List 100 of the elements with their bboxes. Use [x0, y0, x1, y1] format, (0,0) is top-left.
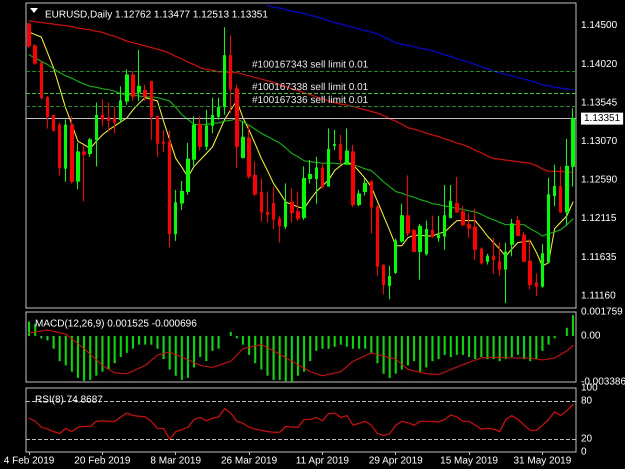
candlestick — [253, 161, 257, 196]
candlestick — [113, 106, 116, 134]
candlestick — [235, 84, 239, 169]
bar — [358, 336, 360, 349]
bar — [431, 336, 434, 362]
bar — [266, 336, 268, 376]
candlestick — [284, 182, 287, 230]
bar — [138, 336, 140, 345]
bar — [486, 336, 488, 360]
text: MACD(12,26,9) 0.001525 -0.000696 — [35, 318, 198, 330]
bar — [364, 336, 366, 349]
y-tick-label: 1.14500 — [581, 20, 618, 32]
bar — [120, 336, 122, 358]
candlestick — [437, 215, 440, 242]
bar — [132, 336, 134, 349]
line-series — [28, 32, 574, 266]
bar — [406, 336, 409, 366]
candlestick — [321, 162, 324, 189]
bar — [468, 336, 470, 358]
candlestick — [76, 142, 80, 190]
bar — [376, 336, 378, 364]
candlestick — [150, 80, 153, 140]
candlestick — [388, 265, 391, 300]
bar — [211, 336, 214, 351]
candlestick — [473, 208, 477, 260]
candlestick — [58, 122, 61, 176]
candlestick — [143, 84, 147, 102]
candlestick — [260, 178, 263, 222]
y-tick-label: 0 — [581, 446, 587, 458]
candlestick — [467, 212, 471, 238]
candlestick — [565, 138, 569, 226]
y-tick-label: 100 — [581, 382, 598, 394]
bar — [272, 336, 274, 380]
bar — [352, 336, 354, 349]
x-tick-label: 26 Mar 2019 — [220, 456, 278, 466]
candlestick — [46, 96, 49, 129]
bar — [535, 336, 538, 360]
candlestick — [541, 244, 544, 288]
bar — [456, 336, 458, 355]
bar — [425, 336, 428, 368]
candlestick — [486, 253, 489, 265]
candlestick — [449, 184, 452, 219]
bar — [284, 336, 287, 382]
candlestick — [162, 130, 165, 152]
candlestick — [339, 134, 342, 166]
bar — [370, 336, 372, 353]
candlestick — [88, 138, 92, 158]
bar — [419, 336, 422, 372]
candlestick — [492, 237, 495, 275]
bar — [89, 336, 92, 380]
bar — [334, 336, 336, 347]
candlestick — [308, 159, 312, 184]
bar — [58, 336, 61, 362]
candlestick — [247, 124, 251, 180]
text: EURUSD,Daily 1.12762 1.13477 1.12513 1.13351 — [45, 10, 268, 20]
candlestick — [82, 144, 86, 202]
bar — [180, 336, 183, 380]
x-tick-label: 20 Feb 2019 — [74, 456, 131, 466]
bar — [548, 336, 550, 345]
bar — [474, 336, 476, 360]
bar — [242, 336, 244, 345]
candlestick — [290, 188, 294, 223]
candlestick — [315, 156, 318, 204]
candlestick — [241, 120, 245, 159]
bar — [492, 336, 494, 360]
candlestick — [70, 116, 74, 184]
candlestick — [296, 191, 300, 222]
y-tick-label: 0.00 — [581, 330, 601, 342]
candlestick — [370, 180, 373, 234]
candlestick — [431, 215, 434, 238]
candlestick — [95, 102, 98, 167]
bar — [46, 336, 48, 340]
x-tick-label: 11 Apr 2019 — [296, 456, 350, 466]
candlestick — [376, 204, 379, 276]
bar — [64, 336, 67, 366]
y-tick-label: 1.12115 — [581, 213, 617, 224]
bar — [199, 336, 202, 358]
y-tick-label: 1.12590 — [581, 174, 618, 186]
bar — [438, 336, 440, 360]
candlestick — [302, 166, 306, 220]
candlestick — [400, 203, 404, 243]
candlestick — [52, 114, 55, 132]
candlestick — [211, 97, 214, 134]
bar — [413, 336, 416, 362]
bar — [114, 336, 116, 364]
bar — [260, 336, 262, 370]
y-tick-label: 0.001759 — [581, 306, 624, 318]
candlestick — [480, 246, 483, 265]
candlestick — [272, 186, 275, 230]
y-tick-label: 20 — [581, 434, 593, 445]
bar — [480, 336, 482, 358]
candlestick — [351, 144, 355, 208]
bar — [290, 336, 293, 382]
candlestick — [33, 44, 37, 65]
bar — [382, 336, 384, 374]
bar — [193, 336, 196, 368]
candlestick — [535, 272, 538, 296]
bar — [83, 336, 86, 381]
bar — [321, 336, 324, 349]
bar — [230, 332, 232, 336]
